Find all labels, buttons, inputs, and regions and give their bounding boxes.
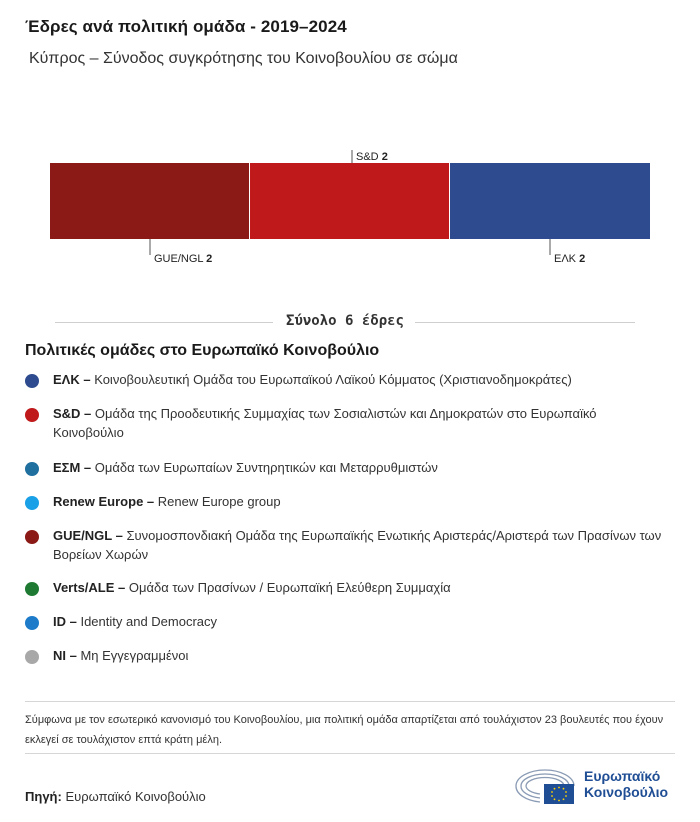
- legend-abbr: Verts/ALE –: [53, 580, 129, 595]
- divider-left: [55, 322, 273, 323]
- legend-abbr: ΕΣΜ –: [53, 460, 95, 475]
- legend-title: Πολιτικές ομάδες στο Ευρωπαϊκό Κοινοβούλ…: [25, 342, 380, 359]
- note-divider-top: [25, 701, 675, 702]
- logo-line-1: Ευρωπαϊκό: [584, 768, 661, 784]
- legend-abbr: GUE/NGL –: [53, 528, 127, 543]
- seat-distribution-chart: GUE/NGL 2 S&D 2 ΕΛΚ 2: [50, 150, 650, 265]
- european-parliament-logo-icon: [515, 769, 575, 804]
- legend-text: Verts/ALE – Ομάδα των Πρασίνων / Ευρωπαϊ…: [53, 579, 665, 598]
- legend-color-dot: [25, 408, 39, 422]
- logo-line-2: Κοινοβούλιο: [584, 784, 669, 800]
- logo-wordmark: Ευρωπαϊκό Κοινοβούλιο: [584, 768, 668, 800]
- legend-color-dot: [25, 496, 39, 510]
- legend-abbr: ΕΛΚ –: [53, 372, 95, 387]
- page-title: Έδρες ανά πολιτική ομάδα - 2019–2024: [25, 17, 347, 36]
- bar-label: S&D 2: [356, 151, 388, 163]
- legend-text: S&D – Ομάδα της Προοδευτικής Συμμαχίας τ…: [53, 405, 665, 442]
- note-divider-bottom: [25, 753, 675, 754]
- legend-description: Ομάδα των Πρασίνων / Ευρωπαϊκή Ελεύθερη …: [128, 580, 451, 595]
- legend-text: ΕΛΚ – Κοινοβουλευτική Ομάδα του Ευρωπαϊκ…: [53, 371, 665, 390]
- page-subtitle: Κύπρος – Σύνοδος συγκρότησης του Κοινοβο…: [29, 50, 458, 67]
- legend-description: Ομάδα της Προοδευτικής Συμμαχίας των Σοσ…: [53, 406, 597, 440]
- legend-color-dot: [25, 582, 39, 596]
- divider-right: [415, 322, 635, 323]
- bar-segment-ελκ: [450, 163, 650, 239]
- legend-abbr: S&D –: [53, 406, 95, 421]
- legend-color-dot: [25, 650, 39, 664]
- european-parliament-logo: Ευρωπαϊκό Κοινοβούλιο: [512, 764, 682, 808]
- legend-description: Μη Εγγεγραμμένοι: [80, 648, 189, 663]
- legend-description: Συνομοσπονδιακή Ομάδα της Ευρωπαϊκής Ενω…: [53, 528, 662, 562]
- total-seats-row: Σύνολο 6 έδρες: [55, 312, 635, 332]
- legend-text: ID – Identity and Democracy: [53, 613, 665, 632]
- legend-abbr: ID –: [53, 614, 81, 629]
- legend-description: Identity and Democracy: [80, 614, 218, 629]
- total-seats-label: Σύνολο 6 έδρες: [285, 313, 404, 329]
- legend-description: Ομάδα των Ευρωπαίων Συντηρητικών και Μετ…: [94, 460, 438, 475]
- legend-text: NI – Μη Εγγεγραμμένοι: [53, 647, 665, 666]
- legend-text: GUE/NGL – Συνομοσπονδιακή Ομάδα της Ευρω…: [53, 527, 665, 564]
- legend-description: Κοινοβουλευτική Ομάδα του Ευρωπαϊκού Λαϊ…: [94, 372, 572, 387]
- source-value: Ευρωπαϊκό Κοινοβούλιο: [65, 789, 206, 804]
- legend-abbr: NI –: [53, 648, 81, 663]
- bar-label: ΕΛΚ 2: [554, 253, 585, 265]
- bar-segment-gue-ngl: [50, 163, 249, 239]
- legend-color-dot: [25, 616, 39, 630]
- legend-color-dot: [25, 462, 39, 476]
- source-line: Πηγή: Ευρωπαϊκό Κοινοβούλιο: [25, 789, 206, 804]
- bar-label: GUE/NGL 2: [154, 253, 212, 265]
- legend-description: Renew Europe group: [157, 494, 281, 509]
- bar-segment-s-d: [250, 163, 449, 239]
- legend-text: Renew Europe – Renew Europe group: [53, 493, 665, 512]
- legend-color-dot: [25, 530, 39, 544]
- footnote: Σύμφωνα με τον εσωτερικό κανονισμό του Κ…: [25, 714, 664, 746]
- legend-color-dot: [25, 374, 39, 388]
- legend-text: ΕΣΜ – Ομάδα των Ευρωπαίων Συντηρητικών κ…: [53, 459, 665, 478]
- legend-abbr: Renew Europe –: [53, 494, 158, 509]
- source-label: Πηγή:: [25, 789, 62, 804]
